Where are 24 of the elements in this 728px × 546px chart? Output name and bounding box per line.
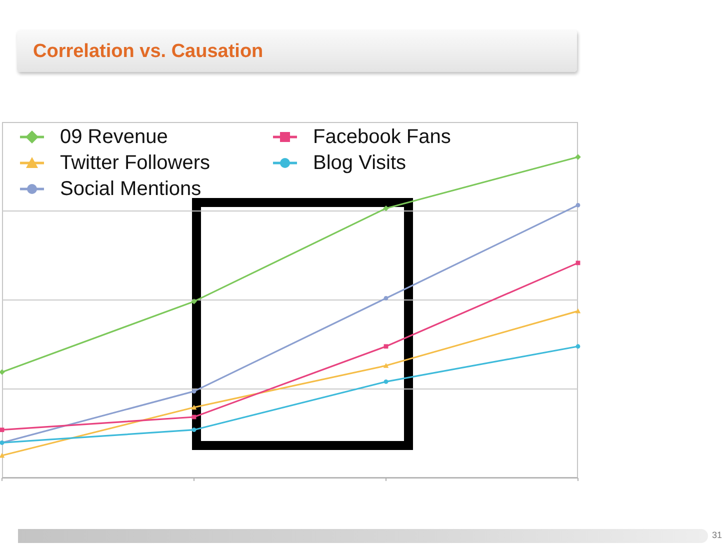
point xyxy=(192,428,196,432)
point xyxy=(576,260,580,266)
point xyxy=(0,428,4,432)
point xyxy=(192,389,196,394)
legend-label: 09 Revenue xyxy=(60,126,168,148)
point xyxy=(384,296,388,300)
point xyxy=(0,452,5,458)
point xyxy=(384,379,388,384)
point xyxy=(383,363,389,368)
point xyxy=(384,344,388,349)
legend-label: Social Mentions xyxy=(60,178,202,200)
point xyxy=(191,298,197,304)
point xyxy=(0,369,5,375)
point xyxy=(383,205,389,212)
point xyxy=(575,154,581,160)
legend-label: Blog Visits xyxy=(313,152,406,174)
point xyxy=(575,308,581,314)
text: 31 xyxy=(712,530,722,540)
legend-label: Twitter Followers xyxy=(60,152,210,174)
point xyxy=(576,344,580,349)
point xyxy=(191,404,197,410)
point xyxy=(576,202,580,208)
legend-label: Facebook Fans xyxy=(313,126,451,148)
chart-title: Correlation vs. Causation xyxy=(33,41,264,63)
